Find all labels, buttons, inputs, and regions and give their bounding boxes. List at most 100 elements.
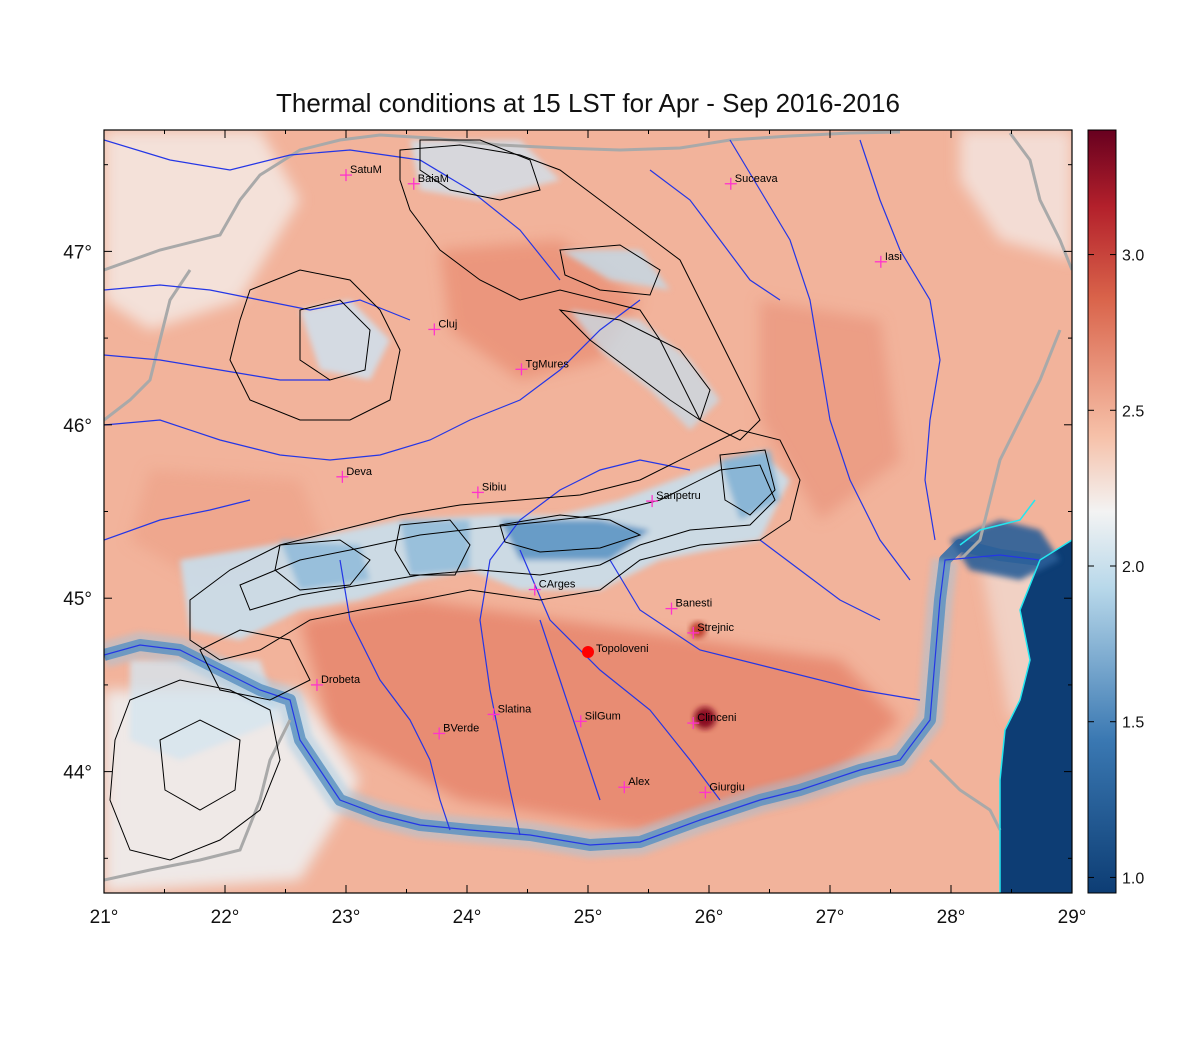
station-label: Giurgiu — [709, 781, 744, 793]
river-ialomita — [609, 559, 921, 701]
station-label: CArges — [539, 579, 576, 591]
river-somes — [104, 139, 561, 281]
river-mures — [104, 299, 641, 461]
rivers — [104, 139, 1041, 846]
station-label: SatuM — [350, 164, 382, 176]
station-label: TgMures — [525, 358, 569, 370]
x-tick-label: 21° — [90, 907, 119, 928]
highlight-layer: Topoloveni — [582, 643, 649, 658]
station-tgmures[interactable]: TgMures — [515, 358, 569, 376]
station-label: Banesti — [675, 598, 712, 610]
station-label: BVerde — [443, 722, 479, 734]
contour-banat — [109, 679, 281, 861]
river-crisuri-2 — [104, 354, 330, 381]
river-vedea — [539, 619, 601, 801]
station-label: Suceava — [735, 173, 779, 185]
station-label: Strejnic — [697, 622, 734, 634]
y-tick-label: 46° — [63, 416, 92, 437]
station-alex[interactable]: Alex — [618, 776, 650, 794]
map-title: Thermal conditions at 15 LST for Apr - S… — [276, 88, 900, 118]
station-baiam[interactable]: BaiaM — [407, 173, 449, 190]
contour-bucegi — [719, 449, 776, 516]
x-tick-label: 24° — [453, 907, 482, 928]
river-jiu — [339, 559, 451, 831]
highlight-marker[interactable] — [582, 645, 594, 658]
stations-layer: SatuM BaiaM Suceava Iasi Cluj TgMures Deva Sibi… — [310, 164, 902, 799]
station-label: Sibiu — [482, 481, 506, 493]
river-timis — [104, 499, 251, 541]
station-slatina[interactable]: Slatina — [487, 703, 533, 721]
river-buzau — [759, 539, 881, 621]
station-suceava[interactable]: Suceava — [724, 173, 779, 190]
contour-lines — [109, 139, 801, 861]
border-south — [928, 758, 1002, 831]
station-sanpetru[interactable]: Sanpetru — [646, 490, 701, 508]
colorbar-tick-label: 1.5 — [1122, 715, 1144, 732]
axis-ticks: 21° 22° 23° 24° 25° 26° 27° 28° 29° 44° 45° 46° 47° — [63, 130, 1086, 928]
station-deva[interactable]: Deva — [336, 466, 373, 483]
station-silgum[interactable]: SilGum — [574, 710, 621, 728]
station-sibiu[interactable]: Sibiu — [471, 481, 506, 499]
coastlines — [959, 499, 1072, 893]
contour-east-inner — [559, 244, 661, 296]
station-satum[interactable]: SatuM — [340, 164, 382, 182]
station-banesti[interactable]: Banesti — [665, 598, 712, 615]
x-tick-label: 28° — [937, 907, 966, 928]
x-tick-label: 27° — [816, 907, 845, 928]
border-southwest — [104, 719, 292, 882]
station-cluj[interactable]: Cluj — [428, 318, 457, 336]
contour-parang — [394, 519, 471, 576]
station-label: Drobeta — [321, 674, 361, 686]
highlight-label: Topoloveni — [596, 643, 649, 655]
black-sea-area — [1000, 540, 1072, 893]
station-clinceni[interactable]: Clinceni — [687, 712, 736, 730]
y-tick-label: 47° — [63, 242, 92, 263]
x-tick-label: 25° — [574, 907, 603, 928]
colorbar-tick-label: 2.5 — [1122, 403, 1144, 420]
station-label: SilGum — [585, 710, 621, 722]
y-tick-label: 44° — [63, 763, 92, 784]
y-tick-label: 45° — [63, 589, 92, 610]
thermal-field — [104, 130, 1072, 893]
station-drobeta[interactable]: Drobeta — [310, 674, 361, 691]
colorbar-tick-label: 2.0 — [1122, 559, 1144, 576]
contour-apuseni — [229, 269, 401, 421]
station-giurgiu[interactable]: Giurgiu — [699, 781, 745, 799]
contour-calimani — [558, 309, 711, 421]
border-east-prut — [1008, 132, 1072, 271]
station-strejnic[interactable]: Strejnic — [687, 622, 734, 639]
river-moldova — [649, 169, 781, 301]
border-northwest — [104, 130, 901, 272]
country-borders — [104, 130, 1072, 882]
contour-southwest-hills — [199, 629, 311, 701]
station-carges[interactable]: CArges — [528, 579, 576, 596]
delta-cold-area — [950, 520, 1060, 580]
contour-retezat — [274, 539, 371, 591]
river-crisuri — [104, 284, 411, 321]
station-label: Cluj — [438, 318, 457, 330]
station-label: Sanpetru — [656, 490, 701, 502]
colorbar-tick-label: 1.0 — [1122, 870, 1144, 887]
river-siret — [729, 139, 911, 581]
hot-spot-clinceni — [694, 707, 716, 729]
river-prut — [859, 139, 941, 541]
x-tick-label: 26° — [695, 907, 724, 928]
contour-carpathians-inner — [239, 464, 776, 611]
station-label: Deva — [346, 466, 373, 478]
river-arges — [519, 549, 721, 801]
station-label: Slatina — [498, 703, 533, 715]
station-label: Alex — [628, 776, 650, 788]
station-label: BaiaM — [418, 173, 449, 185]
colorbar-gradient — [1087, 129, 1117, 894]
hot-spot-strejnic — [690, 622, 706, 638]
contour-banat-inner — [159, 719, 241, 811]
contour-maramures — [419, 139, 541, 201]
contour-apuseni-inner — [299, 299, 371, 381]
station-bverde[interactable]: BVerde — [433, 722, 479, 740]
x-tick-label: 29° — [1058, 907, 1087, 928]
x-tick-label: 22° — [211, 907, 240, 928]
station-iasi[interactable]: Iasi — [874, 251, 902, 268]
station-label: Clinceni — [697, 712, 736, 724]
coastline-delta — [959, 499, 1036, 546]
